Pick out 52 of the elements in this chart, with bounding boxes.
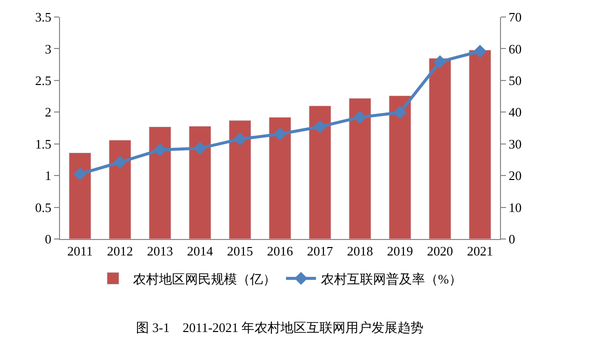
bar xyxy=(428,58,452,239)
bar xyxy=(348,98,372,239)
point xyxy=(194,142,206,155)
point xyxy=(394,106,406,119)
bar xyxy=(108,140,132,239)
x-tick-label: 2017 xyxy=(307,244,334,259)
point xyxy=(234,132,246,146)
y-tick-label: 0 xyxy=(44,232,52,247)
x-tick-label: 2012 xyxy=(107,244,133,259)
point xyxy=(154,143,166,156)
bar xyxy=(68,152,92,239)
y2-tick-label: 40 xyxy=(508,104,522,120)
y-tick-label: 2.5 xyxy=(35,72,52,88)
y2-tick-label: 60 xyxy=(508,41,522,56)
y2-tick-label: 30 xyxy=(508,136,522,152)
y-tick-label: 3 xyxy=(44,41,52,56)
x-tick-label: 2020 xyxy=(427,244,453,259)
y2-tick-label: 70 xyxy=(508,10,522,25)
x-tick-label: 2015 xyxy=(227,244,253,259)
bar xyxy=(388,95,412,239)
bar xyxy=(468,50,492,239)
point xyxy=(114,156,126,169)
x-tick-label: 2018 xyxy=(347,244,373,259)
y-tick-label: 1.5 xyxy=(35,136,52,152)
bar xyxy=(268,116,292,239)
x-tick-label: 2019 xyxy=(387,244,413,259)
point xyxy=(274,128,286,141)
point xyxy=(314,120,326,134)
x-tick-label: 2014 xyxy=(187,244,214,259)
caption: 图 3-1 2011-2021 年农村地区互联网用户发展趋势 xyxy=(136,320,424,335)
y2-tick-label: 0 xyxy=(508,232,516,247)
y-tick-label: 3.5 xyxy=(35,10,52,25)
y-tick-label: 0.5 xyxy=(35,200,52,215)
bar xyxy=(228,120,252,239)
y-tick-label: 1 xyxy=(44,168,52,184)
x-tick-label: 2021 xyxy=(467,244,493,259)
bar xyxy=(188,126,212,239)
x-tick-label: 2013 xyxy=(147,244,173,259)
legend-label: 农村地区网民规模（亿） xyxy=(133,271,276,286)
y-tick-label: 2 xyxy=(44,104,52,120)
y2-tick-label: 50 xyxy=(508,72,522,88)
legend-label: 农村互联网普及率（%） xyxy=(321,271,462,286)
x-tick-label: 2016 xyxy=(267,244,294,259)
x-tick-label: 2011 xyxy=(67,244,93,259)
point xyxy=(74,167,86,180)
y2-tick-label: 20 xyxy=(508,168,522,184)
bar xyxy=(308,106,332,239)
bar xyxy=(148,126,172,239)
point xyxy=(434,55,446,68)
point xyxy=(354,110,366,124)
y2-tick-label: 10 xyxy=(508,200,522,215)
point xyxy=(474,44,486,58)
